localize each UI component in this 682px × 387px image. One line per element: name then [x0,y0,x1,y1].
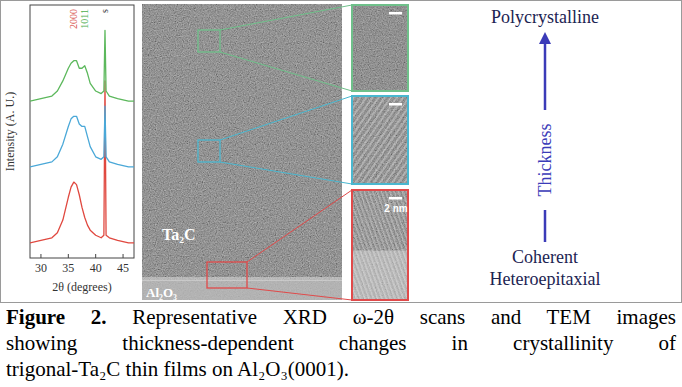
zoom-panel [352,190,408,300]
peak-label: 1011 [79,9,90,29]
x-tick [95,254,96,258]
interface [142,277,342,281]
caption-text: trigonal-Ta₂C thin films on Al₂O₃(0001). [6,357,349,381]
zoom-connector [220,52,352,91]
zoom-connector [220,5,352,30]
xrd-curve [30,106,134,167]
zoom-lattice [352,251,408,301]
caption-line: trigonal-Ta₂C thin films on Al₂O₃(0001). [6,356,676,382]
zoom-panel [352,96,408,184]
scale-bar [389,197,402,200]
caption-text: showing thickness-dependent changes in c… [6,331,676,355]
zoom-background [352,96,408,184]
x-tick [40,254,41,258]
scale-bar [389,12,402,15]
series-group [30,30,134,243]
zoom-frame [352,190,408,300]
zoom-background [352,190,408,300]
roi-box [198,140,220,162]
caption-text: Representative XRD ω-2θ scans and TEM im… [132,305,676,329]
x-axis-label: 2θ (degrees) [52,280,111,294]
bottom-label: Coherent [512,247,578,267]
caption: Figure 2. Representative XRD ω-2θ scans … [6,304,676,382]
zoom-connector [220,96,352,140]
zoom-connector [247,288,352,300]
peak-label: s [99,9,110,13]
x-tick-label: 40 [90,261,102,275]
scale-bar [389,103,402,106]
caption-line: Figure 2. Representative XRD ω-2θ scans … [6,304,676,330]
substrate-label: Al₂O₃ [146,285,177,300]
x-tick-label: 45 [117,261,129,275]
zoom-lattice [352,96,408,184]
zoom-frame [352,5,408,91]
zoom-grain [352,5,408,91]
scale-bar-label: 2 nm [384,203,407,214]
arrow-shaft [544,42,547,110]
roi-box [207,262,247,288]
x-tick-label: 35 [62,261,74,275]
tem-background [142,4,342,300]
x-tick-label: 30 [35,261,47,275]
plot-frame [30,5,134,258]
caption-label: Figure 2. [6,305,107,329]
x-tick [68,254,69,258]
tem-image [142,4,342,300]
figure: 30 35 40 45 2θ (degrees) Intensity (A. U.) 200… [0,0,682,304]
xrd-curve [30,30,134,101]
zoom-grain [352,190,408,300]
roi-box [198,30,220,52]
zoom-panel [352,5,408,91]
caption-line: showing thickness-dependent changes in c… [6,330,676,356]
zoom-connector [247,190,352,262]
zoom-lattice [352,190,408,251]
y-axis-label: Intensity (A. U.) [3,92,17,171]
substrate-region [142,280,342,300]
zoom-background [352,5,408,91]
film-label: Ta₂C [162,226,196,243]
arrow-head [539,32,551,44]
top-label: Polycrystalline [491,7,599,27]
figure-frame [1,1,682,303]
axis-label: Thickness [535,124,555,197]
bottom-label: Heteroepitaxial [490,269,601,289]
zoom-frame [352,96,408,184]
x-tick [123,254,124,258]
tem-grain [142,4,342,300]
peak-label: 2000 [68,9,79,29]
zoom-connector [220,162,352,184]
xrd-chart: 30 35 40 45 2θ (degrees) Intensity (A. U.) 200… [3,5,134,294]
xrd-curve [30,81,134,243]
axis-line [544,210,547,242]
zoom-substrate [352,251,408,301]
zoom-grain [352,96,408,184]
